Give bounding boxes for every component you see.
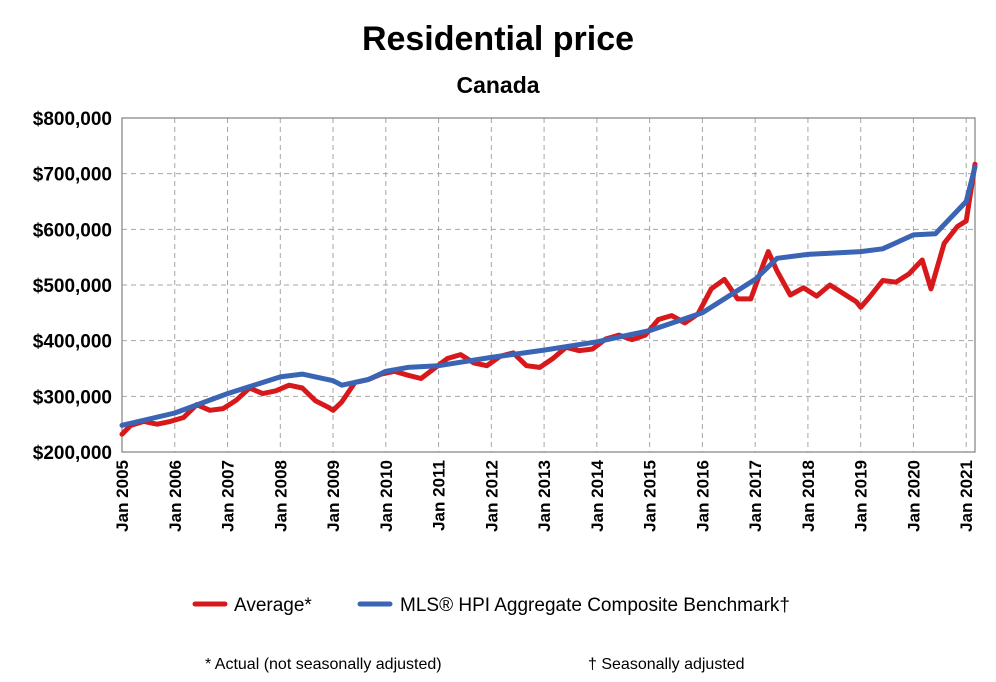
x-tick-label: Jan 2015: [641, 460, 660, 532]
y-tick-label: $800,000: [33, 109, 112, 130]
x-tick-label: Jan 2021: [957, 460, 976, 532]
x-tick-label: Jan 2009: [324, 460, 343, 532]
x-axis-tick-labels: Jan 2005 Jan 2006 Jan 2007 Jan 2008 Jan 2009…: [113, 459, 976, 531]
y-axis-tick-labels: $200,000 $300,000 $400,000 $500,000 $600,000…: [33, 109, 112, 464]
x-tick-label: Jan 2012: [482, 460, 501, 532]
x-tick-label: Jan 2005: [113, 460, 132, 532]
plot-area-frame: [121, 117, 976, 453]
legend-label-average: Average*: [234, 595, 312, 616]
x-tick-label: Jan 2019: [852, 460, 871, 532]
x-tick-label: Jan 2014: [588, 459, 607, 531]
series-lines: [119, 161, 978, 437]
x-tick-label: Jan 2020: [904, 460, 923, 532]
x-tick-label: Jan 2008: [271, 460, 290, 532]
y-tick-label: $300,000: [33, 387, 112, 408]
x-tick-label: Jan 2007: [219, 460, 238, 532]
y-tick-label: $600,000: [33, 220, 112, 241]
grid-lines: [121, 117, 975, 453]
series-line-average: [119, 161, 978, 437]
x-tick-label: Jan 2017: [746, 460, 765, 532]
y-tick-label: $700,000: [33, 165, 112, 186]
y-tick-label: $400,000: [33, 332, 112, 353]
y-tick-label: $200,000: [33, 443, 112, 464]
x-tick-label: Jan 2013: [535, 460, 554, 532]
x-tick-label: Jan 2018: [799, 460, 818, 532]
series-line-mls-hpi: [119, 164, 978, 428]
chart-title: Residential price: [362, 20, 634, 58]
footnote-seasonally-adjusted: † Seasonally adjusted: [588, 656, 745, 673]
x-tick-label: Jan 2016: [693, 460, 712, 532]
x-tick-label: Jan 2010: [377, 460, 396, 532]
legend-label-mls-hpi: MLS® HPI Aggregate Composite Benchmark†: [400, 595, 790, 616]
footnote-actual: * Actual (not seasonally adjusted): [205, 656, 442, 673]
y-tick-label: $500,000: [33, 276, 112, 297]
legend: Average* MLS® HPI Aggregate Composite Be…: [192, 595, 790, 616]
x-tick-label: Jan 2006: [166, 460, 185, 532]
chart-subtitle: Canada: [456, 72, 539, 98]
x-tick-label: Jan 2011: [430, 460, 449, 531]
